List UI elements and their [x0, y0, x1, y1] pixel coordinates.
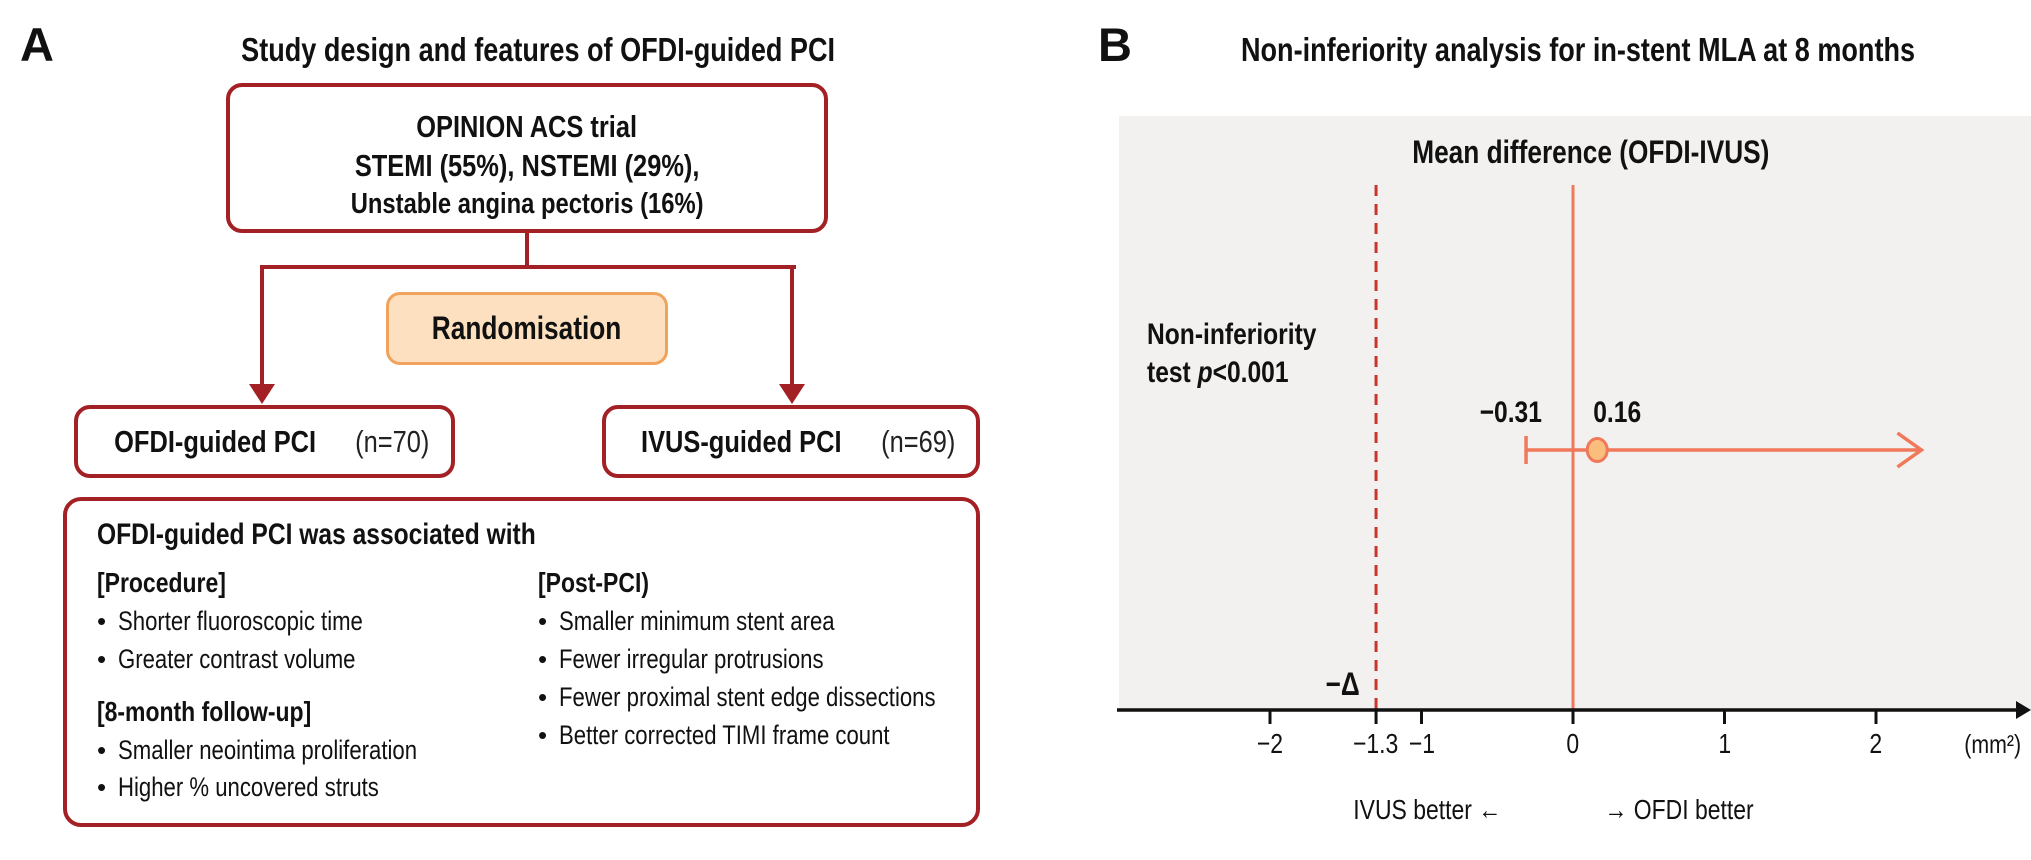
noninferiority-margin-label: −Δ: [1325, 666, 1360, 702]
connector-left-vertical: [260, 265, 264, 387]
ci-lower-value-label: −0.31: [1479, 396, 1542, 429]
axis-tick-label: 2: [1869, 728, 1883, 759]
axis-tick-label: 0: [1566, 728, 1580, 759]
finding-bullet-item: • Fewer proximal stent edge dissections: [538, 682, 936, 712]
finding-bullet-item: • Higher % uncovered struts: [97, 772, 379, 802]
finding-bullet-item: • Shorter fluoroscopic time: [97, 606, 363, 636]
finding-group-header: [Procedure]: [97, 567, 226, 598]
finding-bullet-item: • Smaller minimum stent area: [538, 606, 835, 636]
ivus-arm-box: IVUS-guided PCI (n=69): [602, 405, 980, 478]
connector-stub: [525, 231, 529, 268]
point-estimate-marker: [1585, 437, 1609, 463]
connector-right-vertical: [790, 265, 794, 387]
ofdi-arm-n: (n=70): [355, 423, 430, 459]
bullet-icon: •: [538, 720, 548, 750]
bullet-icon: •: [538, 606, 548, 636]
ci-upper-arrowhead-icon: [1896, 431, 1925, 469]
panel-b-title-text: Non-inferiority analysis for in-stent ML…: [1240, 31, 1916, 68]
bullet-icon: •: [97, 606, 107, 636]
finding-group-header: [Post-PCI): [538, 567, 649, 598]
findings-box: [63, 497, 980, 827]
finding-bullet-item: • Smaller neointima proliferation: [97, 735, 418, 765]
trial-box-line: OPINION ACS trial: [416, 109, 638, 144]
connector-horizontal: [260, 265, 796, 269]
bullet-icon: •: [97, 735, 107, 765]
axis-tick-label: −1.3: [1353, 728, 1399, 759]
p-symbol: p: [1197, 356, 1213, 389]
finding-bullet-item: • Better corrected TIMI frame count: [538, 720, 890, 750]
finding-bullet-item: • Greater contrast volume: [97, 644, 356, 674]
finding-bullet-item: • Fewer irregular protrusions: [538, 644, 824, 674]
mean-difference-heading: Mean difference (OFDI-IVUS): [1412, 134, 1770, 170]
bullet-icon: •: [538, 644, 548, 674]
finding-group-header: [8-month follow-up]: [97, 696, 312, 727]
x-axis-arrowhead-icon: [2016, 701, 2031, 719]
bullet-icon: •: [97, 772, 107, 802]
axis-tick-label: 1: [1718, 728, 1731, 759]
arrow-down-right-icon: [779, 384, 805, 404]
panel-a-title: Study design and features of OFDI-guided…: [176, 30, 876, 70]
bullet-icon: •: [538, 682, 548, 712]
ofdi-arm-name: OFDI-guided PCI: [113, 423, 316, 459]
panel-b-title: Non-inferiority analysis for in-stent ML…: [1167, 30, 1967, 70]
panel-b-label: B: [1098, 18, 1132, 71]
plot-background: [1119, 116, 2031, 710]
randomisation-label: Randomisation: [432, 310, 622, 346]
noninferiority-test-text: Non-inferiority test p<0.001: [1147, 318, 1317, 389]
ivus-arm-n: (n=69): [880, 423, 955, 459]
ofdi-better-label: → OFDI better: [1604, 794, 1754, 825]
randomisation-box: Randomisation: [386, 292, 668, 365]
arrow-down-left-icon: [249, 384, 275, 404]
axis-unit-label: (mm²): [1964, 729, 2022, 759]
ivus-arm-name: IVUS-guided PCI: [640, 423, 842, 459]
bullet-icon: •: [97, 644, 107, 674]
point-estimate-value-label: 0.16: [1593, 396, 1641, 429]
panel-a-label: A: [20, 18, 54, 71]
forest-plot: [1117, 185, 2031, 724]
ivus-better-label: IVUS better ←: [1352, 794, 1502, 825]
trial-box-line: STEMI (55%), NSTEMI (29%),: [354, 148, 700, 183]
axis-tick-label: −2: [1256, 728, 1284, 759]
axis-tick-label: −1: [1408, 728, 1435, 759]
trial-box-line: Unstable angina pectoris (16%): [350, 188, 704, 220]
panel-a-title-text: Study design and features of OFDI-guided…: [241, 31, 836, 68]
trial-box: OPINION ACS trial STEMI (55%), NSTEMI (2…: [226, 83, 828, 233]
findings-heading: OFDI-guided PCI was associated with: [97, 518, 536, 551]
ofdi-arm-box: OFDI-guided PCI (n=70): [74, 405, 455, 478]
